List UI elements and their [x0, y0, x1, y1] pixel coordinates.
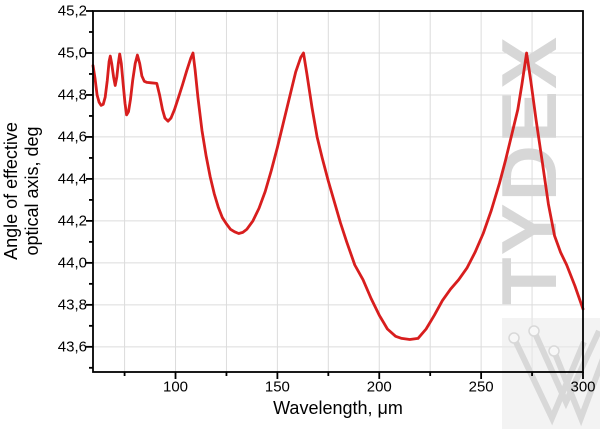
y-tick-label: 44,2 — [58, 212, 87, 229]
x-axis-title: Wavelength, μm — [273, 398, 403, 418]
plot-border — [92, 10, 584, 373]
y-tick-label: 45,2 — [58, 3, 87, 20]
tick-labels: 100 150 200 250 300 45,2 45,0 44,8 44,6 44,4 44,2 4… — [58, 3, 596, 396]
data-series-line — [91, 51, 585, 341]
x-tick-label: 200 — [367, 379, 392, 396]
y-tick-label: 44,8 — [58, 86, 87, 103]
watermark-text: TYDEX — [485, 35, 573, 305]
y-axis-title-line1: Angle of effective — [1, 122, 21, 260]
x-tick-label: 250 — [469, 379, 494, 396]
y-axis-title: Angle of effective optical axis, deg — [1, 0, 45, 391]
y-tick-label: 44,4 — [58, 170, 87, 187]
y-tick-label: 45,0 — [58, 44, 87, 61]
axis-ticks — [86, 10, 584, 379]
y-tick-label: 44,0 — [58, 254, 87, 271]
y-axis-title-line2: optical axis, deg — [22, 126, 42, 256]
tydex-logo — [508, 325, 600, 427]
y-tick-label: 44,6 — [58, 128, 87, 145]
x-tick-label: 300 — [570, 379, 595, 396]
y-tick-label: 43,6 — [58, 338, 87, 355]
x-tick-label: 150 — [265, 379, 290, 396]
y-tick-label: 43,8 — [58, 296, 87, 313]
x-tick-label: 100 — [163, 379, 188, 396]
